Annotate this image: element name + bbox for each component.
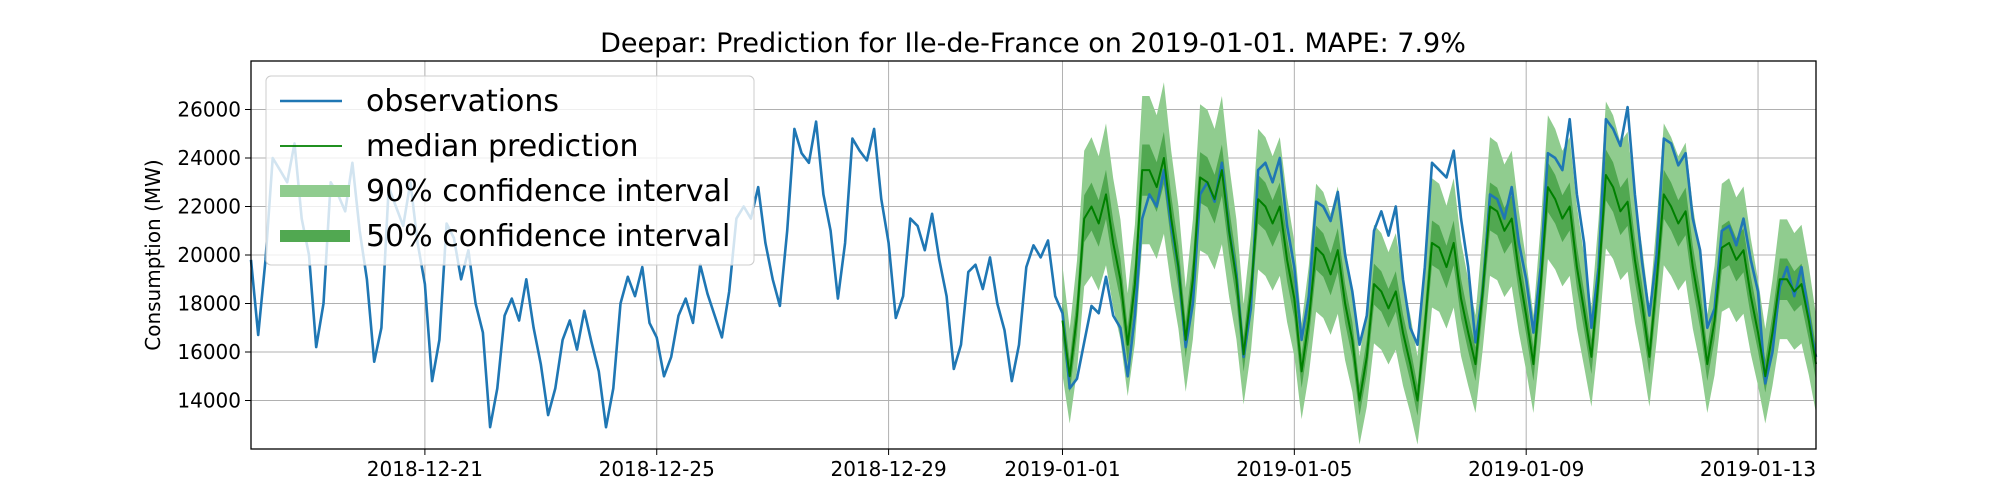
x-tick-label: 2018-12-25: [599, 457, 715, 481]
series-lines: [249, 105, 1818, 429]
legend: observations median prediction 90% confi…: [265, 75, 755, 266]
x-tick-label: 2018-12-21: [367, 457, 483, 481]
y-tick-label: 16000: [177, 340, 241, 364]
legend-label-50-confidence: 50% confidence interval: [366, 219, 730, 254]
legend-label-observations: observations: [366, 84, 559, 119]
y-tick-label: 14000: [177, 389, 241, 413]
legend-label-median-prediction: median prediction: [366, 129, 639, 164]
x-tick-label: 2019-01-01: [1004, 457, 1120, 481]
legend-swatch-50-confidence: [280, 230, 350, 242]
observations-line: [249, 105, 1818, 429]
x-tick-label: 2018-12-29: [830, 457, 946, 481]
x-tick-label: 2019-01-13: [1700, 457, 1816, 481]
y-axis-label: Consumption (MW): [141, 159, 165, 350]
y-tick-label: 24000: [177, 146, 241, 170]
legend-swatch-90-confidence: [280, 185, 350, 197]
y-tick-label: 22000: [177, 195, 241, 219]
y-tick-label: 20000: [177, 243, 241, 267]
median-prediction-line: [1061, 157, 1817, 402]
legend-box: [265, 75, 755, 266]
y-tick-label: 18000: [177, 292, 241, 316]
x-tick-label: 2019-01-09: [1468, 457, 1584, 481]
x-tick-label: 2019-01-05: [1236, 457, 1352, 481]
y-tick-label: 26000: [177, 98, 241, 122]
x-axis: 2018-12-21 2018-12-25 2018-12-29 2019-01-01…: [367, 449, 1816, 481]
legend-label-90-confidence: 90% confidence interval: [366, 174, 730, 209]
y-axis: 14000 16000 18000 20000 22000 24000 26000: [177, 98, 251, 413]
chart-title: Deepar: Prediction for Ile-de-France on …: [600, 28, 1466, 59]
